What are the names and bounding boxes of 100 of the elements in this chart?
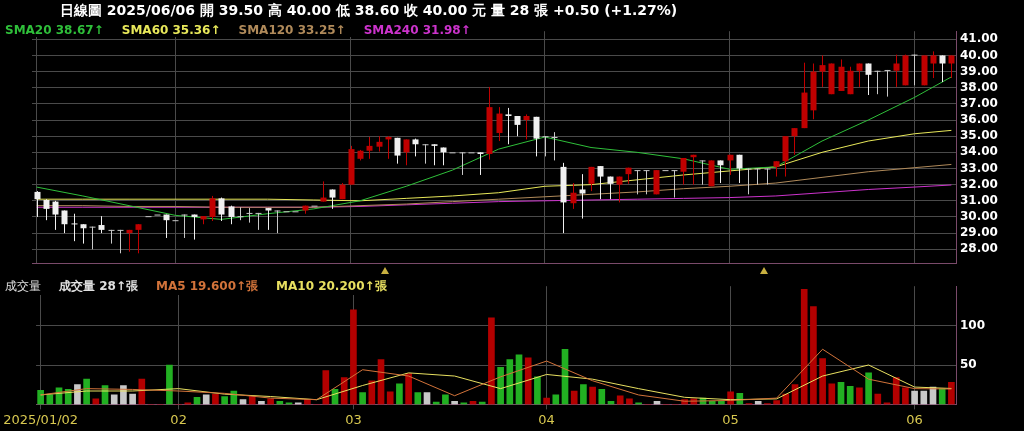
bar	[276, 400, 284, 405]
bar	[322, 370, 330, 405]
chart-title: 成交量	[5, 278, 41, 295]
candlestick	[865, 63, 872, 96]
candlestick	[847, 66, 854, 95]
candlestick	[505, 107, 512, 145]
bar	[368, 380, 376, 405]
bar	[414, 392, 422, 405]
candlestick	[80, 223, 87, 245]
text: 成交量 28↑張	[59, 278, 138, 295]
candlestick	[643, 169, 650, 195]
candlestick	[255, 212, 262, 231]
candlestick	[911, 54, 918, 86]
candlestick	[61, 210, 68, 234]
y-tick-label: 29.00	[960, 225, 998, 240]
bar	[46, 394, 54, 405]
bar	[202, 394, 210, 405]
x-tick-label: 2025/01/02	[3, 411, 79, 427]
y-tick-label: 40.00	[960, 47, 998, 62]
bar	[230, 390, 238, 405]
candlestick	[597, 165, 604, 200]
bar	[865, 372, 872, 405]
candlestick	[570, 182, 577, 210]
text: SMA240 31.98↑	[363, 23, 471, 37]
y-tick-label: 33.00	[960, 160, 998, 175]
candlestick	[819, 54, 826, 88]
bar	[221, 396, 228, 405]
candlestick	[394, 137, 401, 165]
candlestick	[791, 127, 798, 156]
bar	[911, 390, 918, 405]
bar	[570, 390, 578, 405]
y-tick-label: 32.00	[960, 176, 998, 191]
bar	[405, 373, 412, 405]
bar	[920, 390, 928, 405]
bar	[635, 402, 642, 405]
bar	[828, 383, 836, 405]
bar	[184, 402, 192, 405]
candlestick	[431, 143, 438, 166]
bar	[819, 358, 826, 405]
x-tick-label: 03	[345, 411, 362, 427]
y-tick-label: 34.00	[960, 144, 998, 159]
bar	[37, 389, 44, 405]
bar	[800, 289, 808, 405]
y-tick-label: 41.00	[960, 31, 998, 46]
bar	[782, 393, 790, 405]
candlestick	[496, 106, 503, 142]
candlestick	[717, 159, 724, 184]
bar	[846, 385, 854, 405]
y-tick-label: 100	[960, 317, 986, 332]
y-tick-label: 36.00	[960, 112, 998, 127]
bar	[451, 400, 458, 405]
bar	[892, 377, 900, 405]
bar	[350, 309, 357, 405]
bar	[506, 359, 514, 405]
candlestick	[764, 168, 771, 186]
candlestick	[699, 159, 706, 186]
candlestick	[533, 116, 540, 157]
candlestick	[366, 136, 373, 160]
bar	[92, 398, 100, 405]
candlestick	[634, 169, 641, 195]
candlestick	[135, 223, 142, 254]
candlestick	[939, 54, 946, 83]
y-tick-label: 37.00	[960, 96, 998, 111]
text: SMA20 38.67↑	[5, 23, 104, 37]
bar	[488, 317, 495, 405]
candlestick	[745, 168, 752, 195]
chart-title: 日線圖 2025/06/06 開 39.50 高 40.00 低 38.60 收 40.00 元 量 28 張 +0.50 (+1.27%)	[59, 1, 679, 20]
bar	[497, 367, 504, 405]
y-tick-label: 31.00	[960, 192, 998, 207]
bar	[294, 402, 302, 405]
bar	[773, 400, 780, 405]
candlestick	[108, 229, 115, 245]
y-tick-label: 38.00	[960, 79, 998, 94]
y-tick-label: 39.00	[960, 63, 998, 78]
candlestick	[551, 131, 558, 161]
bar	[580, 384, 587, 405]
bar	[129, 393, 136, 405]
candlestick	[754, 168, 761, 186]
candlestick	[422, 143, 429, 165]
candlestick	[43, 198, 50, 221]
candlestick	[71, 213, 78, 242]
candlestick	[274, 210, 281, 234]
bar	[810, 306, 817, 405]
candlestick	[680, 157, 687, 186]
bar	[543, 397, 550, 405]
bar	[874, 393, 882, 405]
bar	[534, 376, 541, 405]
y-tick-label: 50	[960, 357, 977, 372]
bar	[386, 391, 394, 405]
bar	[616, 395, 624, 405]
candlestick	[237, 206, 244, 221]
candlestick	[514, 115, 521, 137]
candlestick	[671, 169, 678, 199]
bar	[359, 392, 366, 405]
candlestick	[320, 180, 327, 203]
text: MA10 20.200↑張	[276, 278, 387, 295]
candlestick	[542, 135, 549, 157]
bar	[598, 389, 606, 405]
bar	[396, 383, 403, 405]
bar	[718, 400, 725, 405]
